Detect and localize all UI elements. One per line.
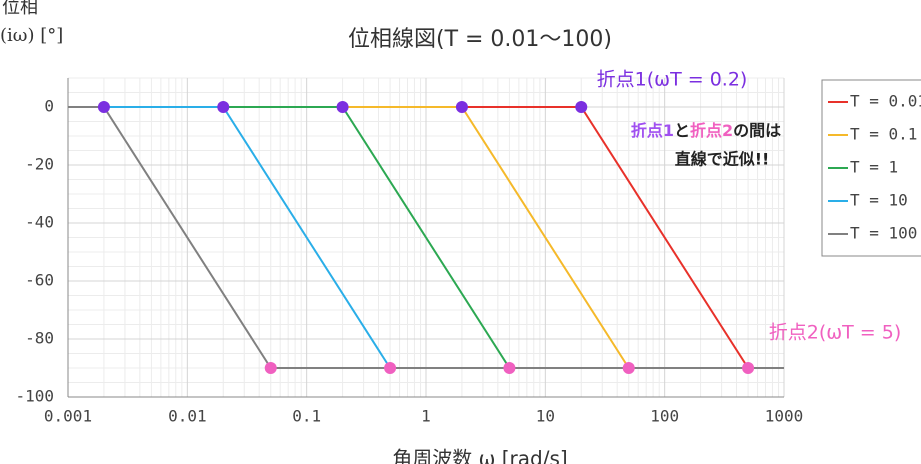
break-point xyxy=(622,362,635,374)
annotation: 直線で近似!! xyxy=(675,150,770,169)
x-tick-label: 0.1 xyxy=(292,407,321,426)
x-tick-label: 100 xyxy=(650,407,679,426)
x-tick-label: 1000 xyxy=(765,407,804,426)
legend-label: T = 1 xyxy=(850,158,898,177)
annotation: 折点1と折点2の間は xyxy=(631,121,781,140)
annotation-part: 折点1 xyxy=(631,121,674,140)
line-series xyxy=(68,106,784,369)
break-point xyxy=(264,362,277,374)
y-tick-label: -80 xyxy=(25,329,54,348)
x-tick-label: 10 xyxy=(536,407,555,426)
y-tick-label: -20 xyxy=(25,155,54,174)
y-axis-label: (iω) [°] xyxy=(0,25,63,46)
x-axis-label: 角周波数 ω [rad/s] xyxy=(392,447,567,464)
x-tick-label: 0.001 xyxy=(44,407,92,426)
x-tick-label: 1 xyxy=(421,407,431,426)
annotation-part: の間は xyxy=(733,121,781,140)
y-axis-label: 位相 xyxy=(2,0,38,18)
y-tick-label: -100 xyxy=(15,387,54,406)
legend-label: T = 0.01 xyxy=(850,92,921,111)
annotation: 折点2(ωT = 5) xyxy=(769,322,902,344)
break-point xyxy=(503,362,516,374)
annotation-part: と xyxy=(674,121,690,140)
chart-title: 位相線図(T = 0.01〜100) xyxy=(348,27,612,52)
legend-label: T = 100 xyxy=(850,224,917,243)
break-point xyxy=(384,362,397,374)
y-tick-label: 0 xyxy=(44,97,54,116)
break-point xyxy=(742,362,755,374)
break-point xyxy=(455,101,468,113)
legend-label: T = 0.1 xyxy=(850,125,917,144)
break-point xyxy=(336,101,349,113)
annotation-part: 折点2 xyxy=(690,121,733,140)
break-point xyxy=(575,101,588,113)
break-point xyxy=(217,101,230,113)
y-tick-label: -40 xyxy=(25,213,54,232)
y-tick-label: -60 xyxy=(25,271,54,290)
break-point xyxy=(97,101,110,113)
x-tick-label: 0.01 xyxy=(168,407,207,426)
legend-label: T = 10 xyxy=(850,191,908,210)
annotation: 折点1(ωT = 0.2) xyxy=(597,69,748,91)
